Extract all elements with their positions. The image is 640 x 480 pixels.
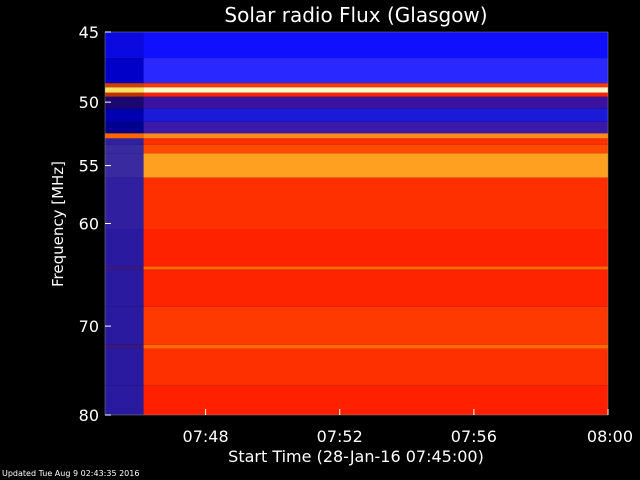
band-pre-17: [105, 344, 144, 349]
band-post-15: [143, 269, 608, 307]
y-axis-label: Frequency [MHz]: [49, 161, 67, 287]
y-tick-label-4: 70: [79, 317, 99, 336]
x-axis-label: Start Time (28-Jan-16 07:45:00): [228, 447, 484, 466]
band-pre-13: [105, 229, 144, 267]
band-post-6: [143, 108, 608, 122]
band-pre-2: [105, 83, 144, 88]
band-post-7: [143, 121, 608, 134]
updated-timestamp: Updated Tue Aug 9 02:43:35 2016: [2, 469, 140, 478]
band-pre-14: [105, 266, 144, 270]
band-pre-18: [105, 348, 144, 386]
band-pre-15: [105, 269, 144, 307]
x-tick-label-2: 07:56: [451, 427, 497, 446]
y-axis: 45 50 55 60 70 80: [79, 23, 111, 425]
band-post-12: [143, 177, 608, 230]
band-pre-5: [105, 96, 144, 109]
x-tick-label-3: 08:00: [587, 427, 633, 446]
band-post-5: [143, 96, 608, 109]
y-tick-label-3: 60: [79, 215, 99, 234]
x-tick-label-1: 07:52: [317, 427, 363, 446]
band-pre-6: [105, 108, 144, 122]
band-post-19: [143, 385, 608, 415]
x-tick-label-0: 07:48: [183, 427, 229, 446]
band-post-3: [143, 87, 608, 93]
band-post-11: [143, 153, 608, 178]
band-post-0: [143, 32, 608, 59]
band-post-2: [143, 83, 608, 88]
band-pre-9: [105, 138, 144, 145]
band-pre-7: [105, 121, 144, 134]
band-post-10: [143, 144, 608, 154]
y-tick-label-5: 80: [79, 406, 99, 425]
band-pre-19: [105, 385, 144, 415]
band-pre-1: [105, 58, 144, 84]
y-tick-label-2: 55: [79, 157, 99, 176]
band-post-17: [143, 344, 608, 349]
band-post-9: [143, 138, 608, 145]
band-pre-8: [105, 133, 144, 139]
band-post-13: [143, 229, 608, 267]
band-post-18: [143, 348, 608, 386]
y-tick-label-1: 50: [79, 93, 99, 112]
band-pre-12: [105, 177, 144, 230]
band-post-16: [143, 306, 608, 345]
band-pre-4: [105, 92, 144, 97]
y-tick-label-0: 45: [79, 23, 99, 42]
band-post-8: [143, 133, 608, 139]
band-post-14: [143, 266, 608, 270]
band-post-1: [143, 58, 608, 84]
band-pre-3: [105, 87, 144, 93]
band-post-4: [143, 92, 608, 97]
band-pre-10: [105, 144, 144, 154]
band-pre-11: [105, 153, 144, 178]
spectrogram-plot: [105, 32, 608, 415]
chart-title: Solar radio Flux (Glasgow): [224, 3, 487, 27]
band-pre-0: [105, 32, 144, 59]
x-axis: 07:48 07:52 07:56 08:00: [183, 409, 633, 446]
band-pre-16: [105, 306, 144, 345]
